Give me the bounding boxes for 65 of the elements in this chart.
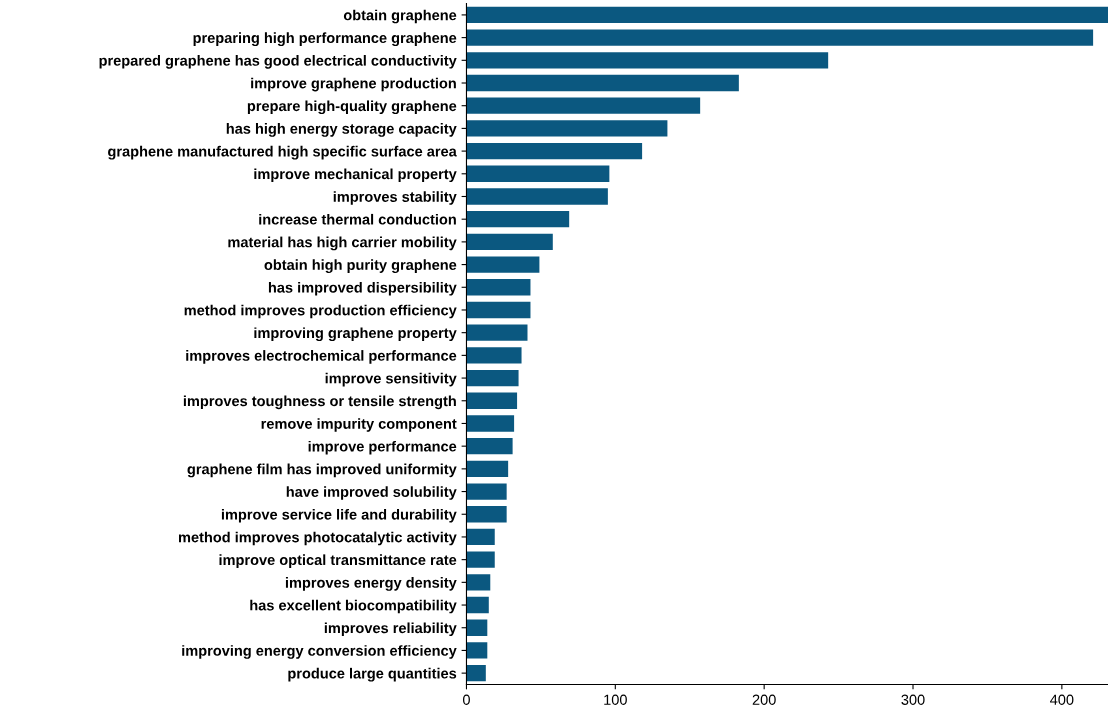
- y-tick-label: improve optical transmittance rate: [219, 554, 457, 568]
- y-tick-label: improving graphene property: [254, 327, 457, 342]
- y-tick-label: prepare high-quality graphene: [247, 100, 457, 115]
- y-tick-label: improve sensitivity: [325, 372, 457, 387]
- bar: [466, 324, 528, 341]
- x-tick-label: 100: [604, 694, 627, 705]
- y-tick-label: remove impurity component: [261, 418, 457, 432]
- y-tick-label: improve mechanical property: [254, 168, 457, 183]
- y-tick-label: obtain graphene: [343, 9, 457, 24]
- y-tick-label: graphene film has improved uniformity: [187, 463, 457, 478]
- x-tick-label: 300: [901, 694, 925, 705]
- y-tick-label: graphene manufactured high specific surface area: [108, 145, 457, 160]
- y-tick-label: has high energy storage capacity: [226, 123, 457, 137]
- y-tick-label: improves electrochemical performance: [186, 350, 457, 364]
- bar: [466, 596, 489, 614]
- y-tick-label: improves toughness or tensile strength: [183, 395, 456, 410]
- y-tick-label: prepared graphene has good electrical conductivity: [99, 55, 457, 69]
- y-tick-label: improves stability: [333, 191, 457, 205]
- y-tick-label: improves energy density: [285, 577, 457, 591]
- bar: [466, 437, 513, 455]
- y-tick-label: method improves photocatalytic activity: [178, 531, 457, 546]
- bar: [466, 551, 495, 568]
- bar: [466, 369, 519, 387]
- bar: [466, 52, 829, 69]
- bar: [466, 211, 570, 228]
- bar: [466, 574, 491, 591]
- bar: [466, 415, 515, 432]
- bar: [466, 301, 531, 319]
- y-tick-label: obtain high purity graphene: [264, 259, 457, 273]
- y-tick-label: has improved dispersibility: [268, 282, 457, 296]
- y-tick-label: has excellent biocompatibility: [250, 599, 457, 614]
- bar: [466, 120, 668, 137]
- bar: [466, 97, 701, 114]
- y-tick-label: improve graphene production: [251, 77, 456, 92]
- bar: [466, 6, 1108, 24]
- x-tick-label: 200: [752, 694, 776, 705]
- bar: [466, 460, 509, 478]
- y-tick-label: method improves production efficiency: [184, 304, 457, 319]
- bar: [466, 74, 739, 92]
- y-tick-label: increase thermal conduction: [259, 213, 456, 225]
- y-tick-label: improve service life and durability: [221, 508, 457, 523]
- y-tick-label: produce large quantities: [288, 667, 457, 682]
- y-tick-label: have improved solubility: [286, 486, 457, 500]
- bar: [466, 528, 495, 546]
- bar: [466, 642, 488, 659]
- x-tick-label: 0: [462, 694, 470, 705]
- y-tick-label: preparing high performance graphene: [193, 32, 457, 46]
- bar: [466, 233, 553, 251]
- x-tick-label: 400: [1050, 694, 1074, 705]
- bar: [466, 347, 522, 364]
- bar: [466, 392, 518, 409]
- bar: [466, 188, 608, 205]
- y-tick-label: improve performance: [308, 440, 457, 455]
- bar: [466, 165, 610, 182]
- y-tick-label: improving energy conversion efficiency: [182, 645, 457, 659]
- y-tick-label: improves reliability: [324, 622, 457, 637]
- y-tick-label: material has high carrier mobility: [228, 236, 457, 251]
- bar: [466, 664, 486, 682]
- bar: [466, 256, 540, 273]
- bar: [466, 483, 507, 500]
- bar: [466, 29, 1094, 46]
- bar: [466, 142, 643, 160]
- bar: [466, 279, 531, 296]
- bar: [466, 506, 507, 523]
- bar: [466, 619, 488, 636]
